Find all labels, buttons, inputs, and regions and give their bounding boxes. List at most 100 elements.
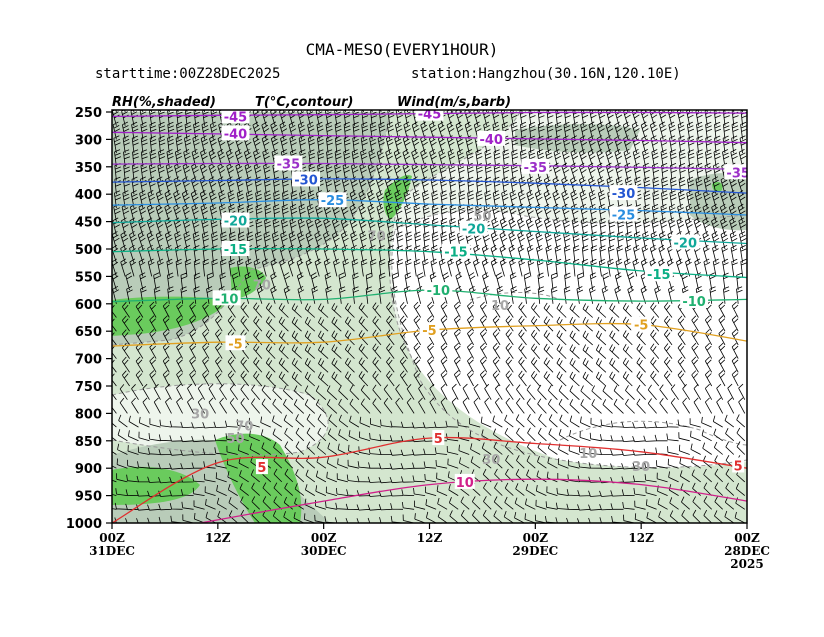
temp-contour-label-bg (609, 185, 638, 201)
temp-contour-label-bg (419, 322, 440, 338)
rh-contour-label: 70 (253, 279, 271, 294)
y-tick-label: 250 (75, 106, 102, 121)
rh-dash-7 (469, 292, 561, 301)
temp-contour-line (112, 217, 747, 245)
temp-contour-label-bg (609, 206, 638, 222)
temp-contour-label-bg (671, 234, 700, 250)
temp-contour-label-bg (631, 316, 652, 332)
temp-contour-label: 10 (456, 476, 474, 491)
y-axis: 250 300 350 400 450 500 550 600 650 700 750 800 850 9… (66, 106, 112, 532)
temp-contour-label: -10 (215, 292, 239, 307)
temp-contour-label-bg (724, 164, 747, 180)
temp-contour-label-bg (274, 155, 303, 171)
rh-dash-1 (112, 383, 329, 456)
temp-contour-label-bg (221, 125, 250, 141)
temp-contour-line (112, 178, 747, 194)
temp-contour-label-bg (415, 110, 444, 121)
temp-contour-label: -45 (418, 108, 442, 123)
x-tick-label: 00Z (523, 531, 549, 545)
temp-contour-label: 5 (434, 432, 443, 447)
temp-contour-label-bg (521, 158, 550, 174)
rh-shade-70-c (690, 173, 747, 231)
rh-contour-label: 50 (226, 432, 244, 447)
temp-contour-label-bg (477, 130, 506, 146)
y-tick-label: 950 (75, 490, 102, 505)
rh-contour-label: 70 (368, 229, 386, 244)
x-tick-label: 00Z (99, 531, 125, 545)
y-tick-label: 300 (75, 133, 102, 148)
rh-contour-label: 30 (191, 407, 209, 422)
temp-contour-label: -35 (524, 161, 548, 176)
temp-contour-label: -25 (321, 194, 345, 209)
temp-contour-label: -5 (422, 324, 436, 339)
temp-contour-line (112, 247, 747, 279)
temp-contour-label: -20 (674, 236, 698, 251)
rh-contour-label: 50 (473, 210, 491, 225)
rh-dash-2 (394, 209, 747, 231)
rh-contour-label: 30 (632, 460, 650, 475)
y-tick-label: 400 (75, 188, 102, 203)
y-tick-label: 900 (75, 462, 102, 477)
temp-contour-label: -5 (228, 337, 242, 352)
temp-contour-label-bg (454, 473, 475, 489)
x-tick-label: 12Z (628, 531, 654, 545)
temp-contour-label: -40 (224, 127, 248, 142)
legend-wind: Wind(m/s,barb) (397, 95, 511, 110)
y-tick-label: 1000 (66, 517, 102, 532)
plot-area: -45 -45-40 -40-35 -35 -35-30-30-25-25-20-20-… (112, 108, 750, 523)
y-tick-label: 850 (75, 435, 102, 450)
start-time: starttime:00Z28DEC2025 (95, 66, 280, 82)
y-tick-label: 550 (75, 270, 102, 285)
temp-contour-label-bg (255, 459, 268, 475)
temp-contour-label: -20 (462, 223, 486, 238)
x-tick-date: 28DEC (724, 544, 770, 558)
temp-contour-line (200, 478, 747, 523)
temp-contour-label: -40 (479, 133, 503, 148)
chart-title: CMA-MESO(EVERY1HOUR) (306, 40, 499, 59)
station-info: station:Hangzhou(30.16N,120.10E) (411, 66, 681, 82)
y-tick-label: 500 (75, 243, 102, 258)
temp-contour-label-bg (221, 241, 250, 256)
temp-contour-label: -5 (634, 319, 648, 334)
temp-contour-label: -45 (224, 110, 248, 125)
temp-contour-label: -35 (726, 166, 750, 181)
rh-shading (112, 110, 747, 523)
rh-contour-label: 30 (482, 453, 500, 468)
legend-rh: RH(%,shaded) (112, 95, 216, 110)
temp-contour-label-bg (644, 266, 673, 282)
temp-contour-label-bg (732, 457, 745, 473)
temp-contour-label-bg (212, 290, 241, 306)
x-tick-year: 2025 (730, 557, 763, 571)
rh-contour-labels: 30 30 30 50 50 10 10 70 70 70 (191, 210, 650, 475)
x-tick-date: 31DEC (89, 544, 135, 558)
rh-shade-90 (112, 296, 230, 336)
temp-contour-label: 5 (257, 461, 266, 476)
y-tick-label: 750 (75, 380, 102, 395)
temp-contour-line (112, 199, 747, 216)
temp-contour-line (112, 436, 747, 523)
temp-contour-label: -10 (682, 295, 706, 310)
temp-contour-line (112, 131, 747, 144)
temp-contour-label: -20 (224, 215, 248, 230)
rh-contour-label: 70 (235, 419, 253, 434)
x-tick-date: 30DEC (301, 544, 347, 558)
y-tick-label: 450 (75, 216, 102, 231)
rh-dash-3 (391, 229, 747, 468)
temp-contour-label: -10 (427, 284, 451, 299)
temp-contour-label-bg (441, 243, 470, 259)
y-tick-label: 800 (75, 407, 102, 422)
y-tick-label: 700 (75, 353, 102, 368)
temp-contour-label-bg (221, 110, 250, 124)
x-tick-label: 00Z (734, 531, 760, 545)
temp-contour-label: -15 (224, 243, 248, 258)
rh-shade-90-d (215, 433, 302, 523)
y-tick-label: 600 (75, 298, 102, 313)
temp-contour-label-bg (680, 293, 709, 309)
x-tick-label: 12Z (205, 531, 231, 545)
temp-contour-label: -15 (647, 268, 671, 283)
temp-contour-label-bg (221, 212, 250, 228)
temp-contour-label: -30 (612, 187, 636, 202)
temp-contour-label: -35 (277, 158, 301, 173)
